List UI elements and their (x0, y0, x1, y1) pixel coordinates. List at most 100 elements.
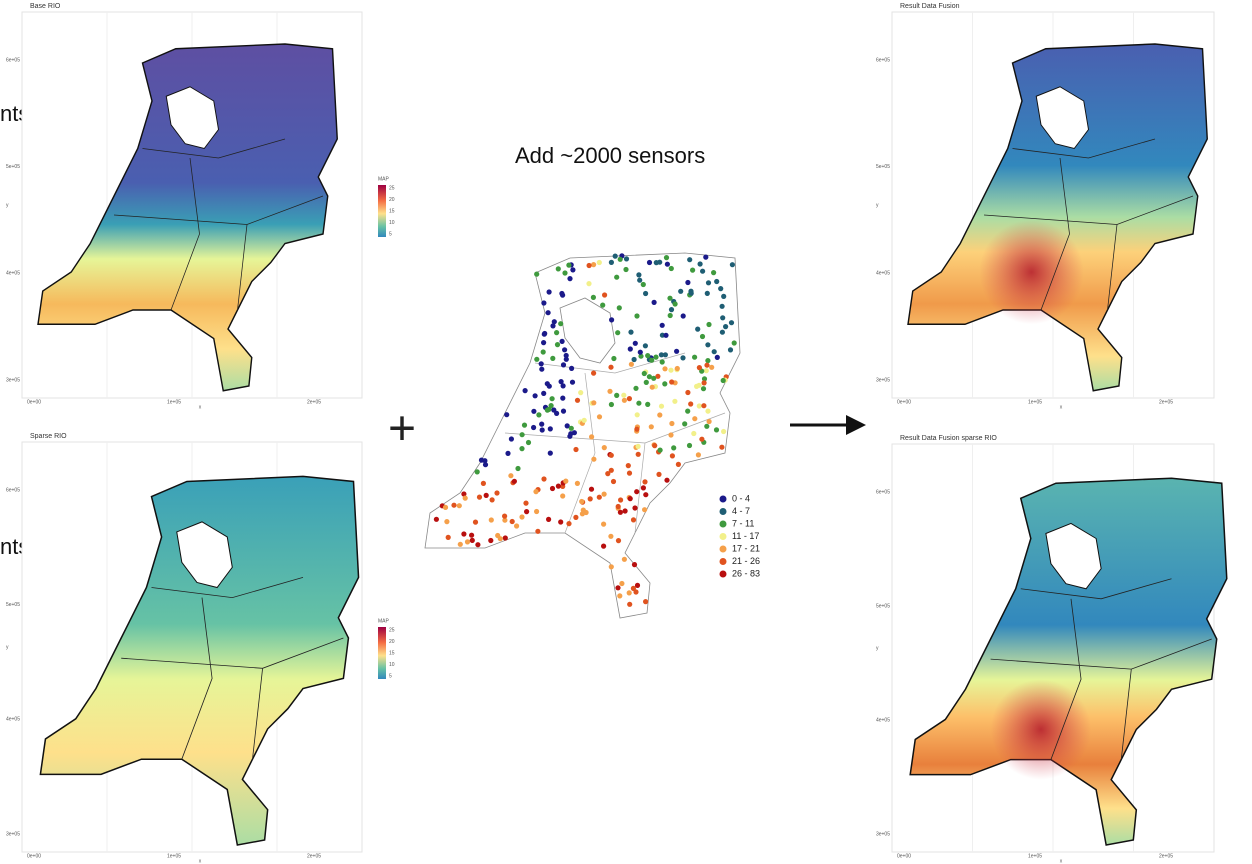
colorbar-label: 25 (389, 627, 395, 633)
sensor-dot (479, 458, 484, 463)
sensor-dot (475, 469, 480, 474)
sensor-dot (697, 365, 702, 370)
hotspot (991, 679, 1092, 780)
sensor-dot (477, 495, 482, 500)
sensor-dot (621, 393, 626, 398)
sensor-dot (494, 490, 499, 495)
sensor-dot (696, 452, 701, 457)
sensor-dot (539, 422, 544, 427)
y-tick-label: 6e+05 (6, 487, 20, 493)
sensor-dot (624, 256, 629, 261)
sensor-dot (645, 402, 650, 407)
y-axis-label: y (6, 644, 9, 650)
sensor-dot (512, 479, 517, 484)
sensor-dot (519, 446, 524, 451)
x-tick-label: 0e+00 (27, 399, 41, 405)
panel-title: Result Data Fusion sparse RIO (900, 435, 997, 442)
sensor-dot (602, 445, 607, 450)
sensor-dot (627, 471, 632, 476)
sensor-dot (526, 440, 531, 445)
sensor-dot (611, 356, 616, 361)
sensor-dot (589, 434, 594, 439)
sensor-dot (642, 479, 647, 484)
sensor-dot (575, 398, 580, 403)
colorbar (378, 627, 386, 679)
colorbar-label: 20 (389, 197, 395, 203)
sensor-dot (548, 426, 553, 431)
sensor-dot (541, 476, 546, 481)
sensor-dot (715, 355, 720, 360)
sensor-dot (704, 363, 709, 368)
panel-title: Result Data Fusion (900, 3, 960, 10)
sensor-dot (561, 409, 566, 414)
sensor-dot (546, 407, 551, 412)
y-tick-label: 4e+05 (876, 271, 890, 277)
sensor-dot (546, 517, 551, 522)
sensor-dot (591, 457, 596, 462)
sensor-dot (714, 427, 719, 432)
sensor-dot (618, 510, 623, 515)
sensor-dot (663, 333, 668, 338)
sensor-dot (628, 330, 633, 335)
y-tick-label: 3e+05 (6, 377, 20, 383)
sensor-dot (591, 400, 596, 405)
sensor-dot (547, 289, 552, 294)
sensor-dot (550, 323, 555, 328)
sensor-dot (587, 263, 592, 268)
sensor-dot (670, 453, 675, 458)
sensor-dot (570, 380, 575, 385)
y-tick-label: 3e+05 (6, 831, 20, 837)
legend-label: 21 - 26 (732, 556, 760, 566)
plus-sign: + (388, 403, 416, 456)
sensor-dot (566, 263, 571, 268)
sensor-dot (597, 260, 602, 265)
sensor-dot (541, 349, 546, 354)
sensor-dot (718, 286, 723, 291)
sensor-dot (616, 504, 621, 509)
sensor-dot (514, 523, 519, 528)
sensor-dot (503, 535, 508, 540)
sensor-dot (628, 496, 633, 501)
sensor-dot (602, 292, 607, 297)
colorbar-label: 5 (389, 231, 392, 237)
sensor-dot (700, 269, 705, 274)
sensor-dot (508, 473, 513, 478)
sensor-dot (728, 347, 733, 352)
sensor-dot (669, 379, 674, 384)
sensor-dot (560, 339, 565, 344)
sensor-dot (644, 380, 649, 385)
sensor-dot (627, 590, 632, 595)
sensor-dot (689, 291, 694, 296)
sensor-dot (547, 384, 552, 389)
sensor-dot (691, 431, 696, 436)
sensor-dot (591, 262, 596, 267)
sensor-dot (524, 509, 529, 514)
sensor-dot (705, 358, 710, 363)
sensor-dot (712, 349, 717, 354)
sensor-dot (591, 371, 596, 376)
sensor-dot (562, 270, 567, 275)
sensor-dot (714, 279, 719, 284)
y-tick-label: 3e+05 (876, 377, 890, 383)
sensor-dot (615, 585, 620, 590)
sensor-dot (463, 496, 468, 501)
legend-label: 11 - 17 (732, 531, 759, 541)
sensor-dot (550, 486, 555, 491)
sensor-dot (631, 517, 636, 522)
legend-swatch (720, 571, 727, 578)
sensor-dot (533, 489, 538, 494)
sensor-dot (609, 468, 614, 473)
sensor-dot (608, 365, 613, 370)
sensor-dot (539, 367, 544, 372)
sensor-dot (642, 507, 647, 512)
sensor-dot (633, 341, 638, 346)
sensor-dot (631, 586, 636, 591)
sensor-dot (675, 366, 680, 371)
legend-label: 0 - 4 (732, 493, 750, 503)
legend-label: 26 - 83 (732, 568, 760, 578)
sensor-dot (563, 479, 568, 484)
sensor-dot (705, 409, 710, 414)
sensor-dot (634, 427, 639, 432)
sensor-dot (641, 282, 646, 287)
sensor-dot (632, 357, 637, 362)
